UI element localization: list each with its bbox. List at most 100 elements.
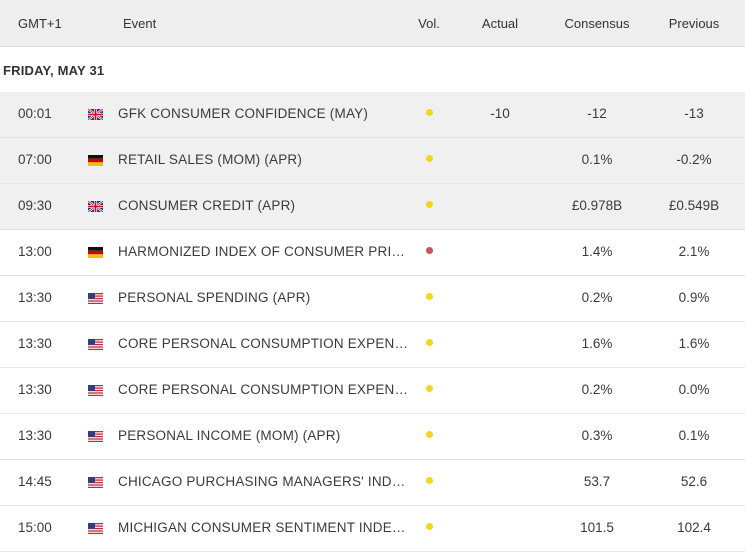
previous-value: 52.6	[680, 474, 708, 489]
event-name[interactable]: HARMONIZED INDEX OF CONSUMER PRIC...	[118, 244, 410, 259]
country-flag	[88, 276, 104, 322]
table-row[interactable]: 13:30 PERSONAL INCOME (MOM) (APR) 0.3% 0.1%	[0, 414, 745, 460]
volatility-dot-icon	[425, 109, 433, 117]
event-name[interactable]: CHICAGO PURCHASING MANAGERS' INDE...	[118, 474, 410, 489]
actual-value	[462, 138, 538, 184]
event-time: 13:30	[18, 428, 52, 443]
header-event[interactable]: Event	[123, 16, 157, 31]
previous-value: £0.549B	[668, 198, 720, 213]
us-flag-icon	[88, 523, 103, 534]
actual-value: -10	[490, 106, 510, 121]
date-group-header: FRIDAY, MAY 31	[0, 47, 745, 92]
previous-value: 0.1%	[678, 428, 710, 443]
us-flag-icon	[88, 339, 103, 350]
volatility-dot-icon	[425, 477, 433, 485]
event-list: 00:01 GFK CONSUMER CONFIDENCE (MAY) -10 -12…	[0, 92, 745, 552]
volatility-dot-icon	[425, 339, 433, 347]
event-name[interactable]: MICHIGAN CONSUMER SENTIMENT INDEX...	[118, 520, 410, 535]
us-flag-icon	[88, 477, 103, 488]
table-row[interactable]: 00:01 GFK CONSUMER CONFIDENCE (MAY) -10 -12…	[0, 92, 745, 138]
table-row[interactable]: 07:00 RETAIL SALES (MOM) (APR) 0.1% -0.2%	[0, 138, 745, 184]
actual-value	[462, 506, 538, 552]
table-row[interactable]: 13:30 PERSONAL SPENDING (APR) 0.2% 0.9%	[0, 276, 745, 322]
event-name[interactable]: RETAIL SALES (MOM) (APR)	[118, 152, 303, 167]
previous-value: 2.1%	[678, 244, 710, 259]
volatility-indicator	[410, 138, 448, 184]
volatility-indicator	[410, 506, 448, 552]
germany-flag-icon	[88, 155, 103, 166]
header-previous[interactable]: Previous	[668, 16, 720, 31]
volatility-indicator	[410, 276, 448, 322]
previous-value: -13	[684, 106, 704, 121]
event-time: 15:00	[18, 520, 52, 535]
previous-value: 0.9%	[678, 290, 710, 305]
event-time: 07:00	[18, 152, 52, 167]
header-consensus[interactable]: Consensus	[564, 16, 630, 31]
actual-value	[462, 460, 538, 506]
table-row[interactable]: 13:00 HARMONIZED INDEX OF CONSUMER PRIC..…	[0, 230, 745, 276]
uk-flag-icon	[88, 109, 103, 120]
volatility-indicator	[410, 460, 448, 506]
country-flag	[88, 506, 104, 552]
country-flag	[88, 460, 104, 506]
country-flag	[88, 414, 104, 460]
date-label: FRIDAY, MAY 31	[3, 63, 105, 78]
actual-value	[462, 276, 538, 322]
table-row[interactable]: 15:00 MICHIGAN CONSUMER SENTIMENT INDEX..…	[0, 506, 745, 552]
previous-value: -0.2%	[676, 152, 712, 167]
header-gmt[interactable]: GMT+1	[18, 16, 62, 31]
consensus-value: 1.4%	[581, 244, 613, 259]
event-time: 13:00	[18, 244, 52, 259]
volatility-indicator	[410, 322, 448, 368]
uk-flag-icon	[88, 201, 103, 212]
table-header: GMT+1 Event Vol. Actual Consensus Previo…	[0, 0, 745, 47]
volatility-dot-icon	[425, 431, 433, 439]
volatility-indicator	[410, 414, 448, 460]
volatility-indicator	[410, 230, 448, 276]
consensus-value: £0.978B	[571, 198, 623, 213]
event-name[interactable]: PERSONAL INCOME (MOM) (APR)	[118, 428, 341, 443]
actual-value	[462, 368, 538, 414]
country-flag	[88, 230, 104, 276]
event-name[interactable]: CORE PERSONAL CONSUMPTION EXPEND...	[118, 336, 410, 351]
event-time: 13:30	[18, 336, 52, 351]
header-actual[interactable]: Actual	[481, 16, 519, 31]
country-flag	[88, 92, 104, 138]
consensus-value: 0.3%	[581, 428, 613, 443]
event-time: 09:30	[18, 198, 52, 213]
volatility-dot-icon	[425, 247, 433, 255]
consensus-value: 1.6%	[581, 336, 613, 351]
volatility-indicator	[410, 92, 448, 138]
consensus-value: 0.2%	[581, 290, 613, 305]
table-row[interactable]: 13:30 CORE PERSONAL CONSUMPTION EXPEND...…	[0, 368, 745, 414]
table-row[interactable]: 13:30 CORE PERSONAL CONSUMPTION EXPEND...…	[0, 322, 745, 368]
table-row[interactable]: 14:45 CHICAGO PURCHASING MANAGERS' INDE..…	[0, 460, 745, 506]
us-flag-icon	[88, 431, 103, 442]
previous-value: 0.0%	[678, 382, 710, 397]
volatility-indicator	[410, 184, 448, 230]
event-time: 14:45	[18, 474, 52, 489]
previous-value: 102.4	[677, 520, 711, 535]
event-name[interactable]: CORE PERSONAL CONSUMPTION EXPEND...	[118, 382, 410, 397]
us-flag-icon	[88, 293, 103, 304]
table-row[interactable]: 09:30 CONSUMER CREDIT (APR) £0.978B £0.549B	[0, 184, 745, 230]
country-flag	[88, 184, 104, 230]
country-flag	[88, 138, 104, 184]
event-name[interactable]: CONSUMER CREDIT (APR)	[118, 198, 296, 213]
germany-flag-icon	[88, 247, 103, 258]
volatility-dot-icon	[425, 155, 433, 163]
event-name[interactable]: GFK CONSUMER CONFIDENCE (MAY)	[118, 106, 369, 121]
us-flag-icon	[88, 385, 103, 396]
actual-value	[462, 230, 538, 276]
event-name[interactable]: PERSONAL SPENDING (APR)	[118, 290, 311, 305]
consensus-value: 0.1%	[581, 152, 613, 167]
volatility-dot-icon	[425, 385, 433, 393]
country-flag	[88, 322, 104, 368]
header-vol[interactable]: Vol.	[418, 16, 440, 31]
consensus-value: 101.5	[580, 520, 614, 535]
consensus-value: 53.7	[583, 474, 611, 489]
consensus-value: 0.2%	[581, 382, 613, 397]
previous-value: 1.6%	[678, 336, 710, 351]
actual-value	[462, 414, 538, 460]
